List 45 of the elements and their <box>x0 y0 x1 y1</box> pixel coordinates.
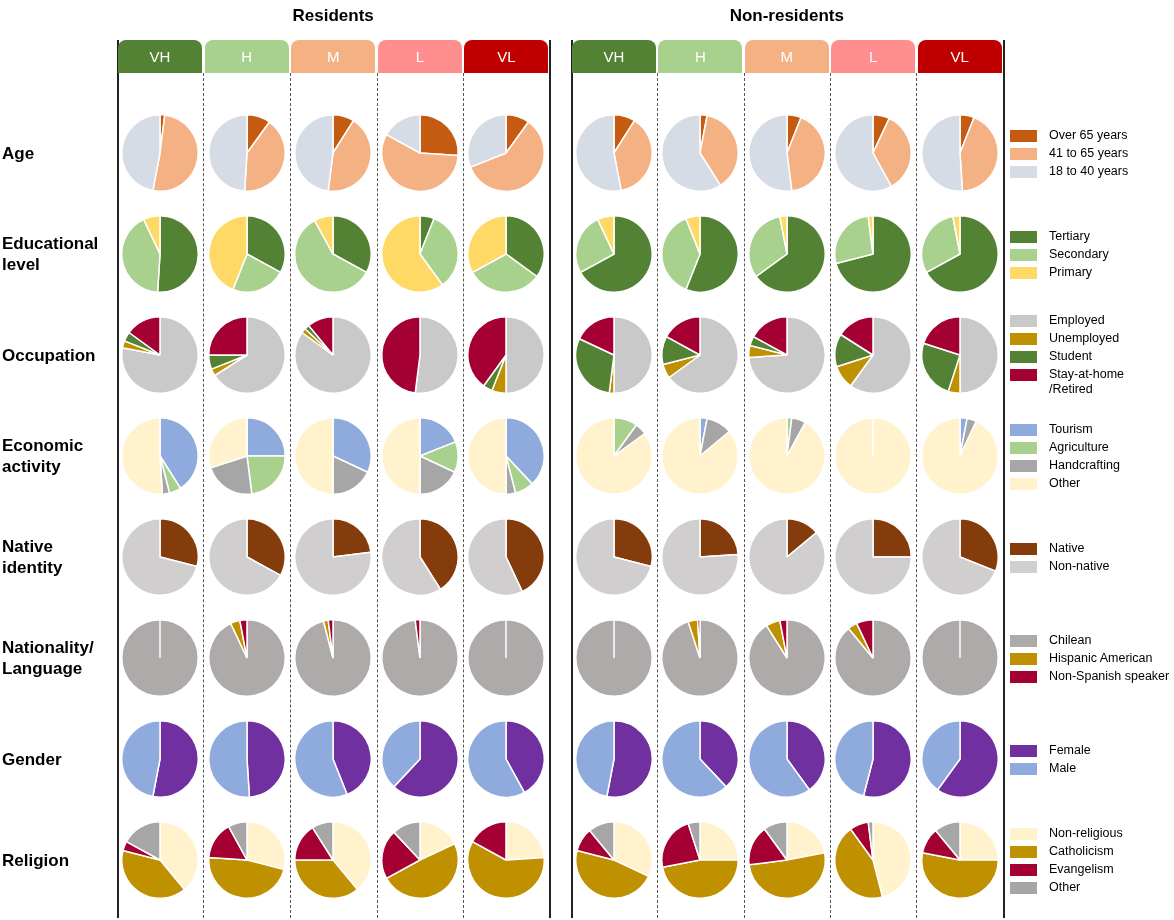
legend-label: Over 65 years <box>1049 127 1128 143</box>
legend-label: Non-religious <box>1049 825 1123 841</box>
slice-label: L <box>831 40 916 73</box>
legend-label: Chilean <box>1049 632 1092 648</box>
legend-label: Primary <box>1049 264 1093 280</box>
slice-label: VL <box>464 40 549 73</box>
text: Non-residents <box>728 6 845 26</box>
slice-label: L <box>377 40 462 73</box>
legend-label: Female <box>1049 742 1091 758</box>
text: Nationality/ Language <box>2 637 95 679</box>
text: Gender <box>2 748 63 770</box>
text: Economic activity <box>2 435 85 477</box>
slice-label: VH <box>572 40 656 73</box>
slice-label: M <box>291 40 376 73</box>
slice-label: VH <box>118 40 202 73</box>
legend-label: Tertiary <box>1049 228 1090 244</box>
legend-label: 18 to 40 years <box>1049 163 1129 179</box>
legend-label: Other <box>1049 879 1081 895</box>
slice-label: VL <box>917 40 1002 73</box>
text: Occupation <box>2 344 97 366</box>
legend-label: Student <box>1049 349 1093 364</box>
legend-label: Handcrafting <box>1049 457 1120 473</box>
legend-label: Hispanic American <box>1049 650 1153 666</box>
slice-label: M <box>744 40 829 73</box>
text: Residents <box>291 6 375 26</box>
legend-label: Tourism <box>1049 421 1093 437</box>
legend-label: 41 to 65 years <box>1049 145 1129 161</box>
text: Religion <box>2 849 71 871</box>
slice-label: H <box>204 40 289 73</box>
text: Age <box>2 142 36 164</box>
text: Educational level <box>2 233 100 275</box>
legend-label: Evangelism <box>1049 861 1114 877</box>
text: Native identity <box>2 536 64 578</box>
legend-label: Male <box>1049 760 1077 776</box>
legend-label: Employed <box>1049 313 1105 328</box>
legend-label: Other <box>1049 475 1081 491</box>
slice-label: H <box>658 40 743 73</box>
legend-label: Stay-at-home /Retired <box>1049 367 1125 397</box>
legend-label: Unemployed <box>1049 331 1120 346</box>
legend-label: Native <box>1049 540 1085 556</box>
legend-label: Non-Spanish speaker <box>1049 668 1170 684</box>
legend-label: Secondary <box>1049 246 1109 262</box>
legend-label: Catholicism <box>1049 843 1114 859</box>
legend-label: Agriculture <box>1049 439 1109 455</box>
legend-label: Non-native <box>1049 558 1110 574</box>
